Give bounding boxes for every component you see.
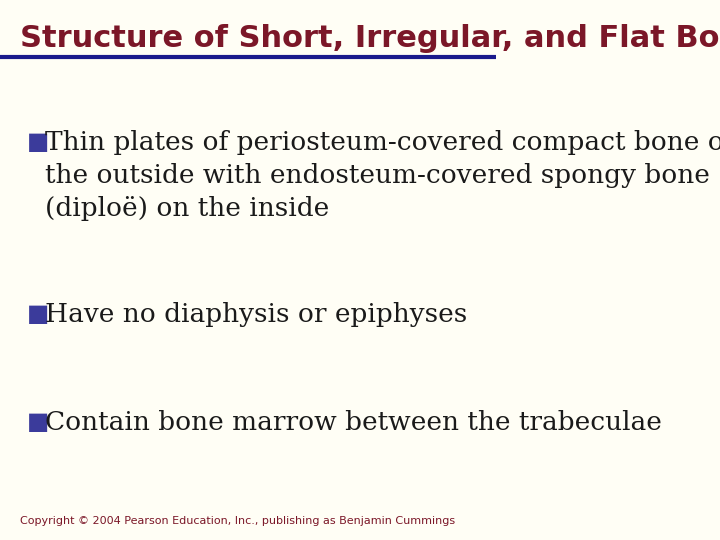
Text: Copyright © 2004 Pearson Education, Inc., publishing as Benjamin Cummings: Copyright © 2004 Pearson Education, Inc.…	[20, 516, 455, 526]
Text: ■: ■	[27, 130, 50, 153]
Text: Have no diaphysis or epiphyses: Have no diaphysis or epiphyses	[45, 302, 467, 327]
Text: ■: ■	[27, 410, 50, 434]
Text: Structure of Short, Irregular, and Flat Bones: Structure of Short, Irregular, and Flat …	[20, 24, 720, 53]
Text: Thin plates of periosteum-covered compact bone on
the outside with endosteum-cov: Thin plates of periosteum-covered compac…	[45, 130, 720, 221]
Text: Contain bone marrow between the trabeculae: Contain bone marrow between the trabecul…	[45, 410, 662, 435]
Text: ■: ■	[27, 302, 50, 326]
